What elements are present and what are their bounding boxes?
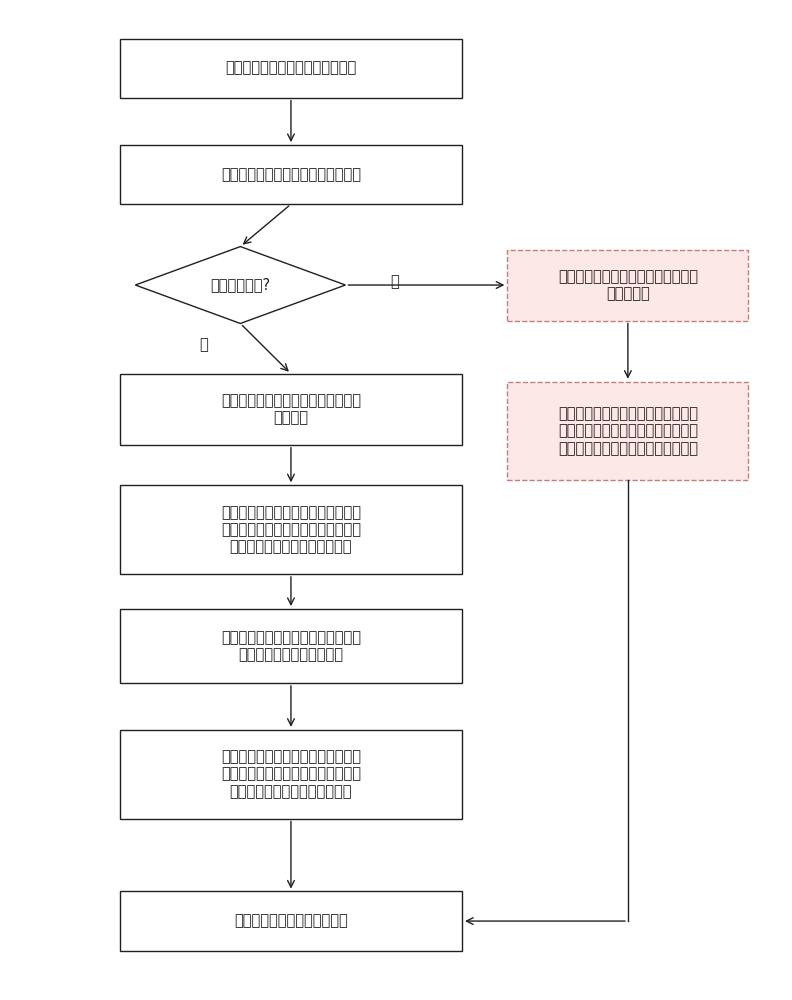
- Bar: [120, 485, 463, 574]
- Text: 对由多个笔画构成的组成部分继续拆
分，并将拆分得到的各组成笔画与字
体种类笔画数据库进行一次比对: 对由多个笔画构成的组成部分继续拆 分，并将拆分得到的各组成笔画与字 体种类笔画数…: [221, 505, 361, 554]
- Text: 终端输出文字图像的字体种类: 终端输出文字图像的字体种类: [234, 914, 348, 929]
- Bar: [120, 891, 463, 951]
- Bar: [120, 38, 463, 98]
- Bar: [120, 730, 463, 819]
- Text: 是: 是: [390, 275, 398, 290]
- Text: 文字识别成功?: 文字识别成功?: [211, 278, 270, 293]
- Text: 判断相似度最高的数据库笔画所属字
体种类是否全覆盖该文字所有组成笔
画；若是，视为该文字字体种类: 判断相似度最高的数据库笔画所属字 体种类是否全覆盖该文字所有组成笔 画；若是，视…: [221, 749, 361, 799]
- Text: 根据线条连通法，将文字拆分成多个
组成部分: 根据线条连通法，将文字拆分成多个 组成部分: [221, 393, 361, 425]
- Text: 判断相似度最高的数据库笔画所属字
体种类是否全覆盖识别文字所有组成
笔画；若是，视为识别文字字体种类: 判断相似度最高的数据库笔画所属字 体种类是否全覆盖识别文字所有组成 笔画；若是，…: [558, 406, 698, 456]
- Text: 系统或用户通过终端上传文字图像: 系统或用户通过终端上传文字图像: [226, 61, 356, 76]
- Bar: [120, 609, 463, 683]
- Text: 否: 否: [199, 337, 208, 352]
- Text: 通过现有文字识别软件识别图像文字: 通过现有文字识别软件识别图像文字: [221, 167, 361, 182]
- Text: 根据文字各组成笔画与字体种类笔画
数据库比对: 根据文字各组成笔画与字体种类笔画 数据库比对: [558, 269, 698, 301]
- Bar: [120, 374, 463, 445]
- Bar: [120, 145, 463, 204]
- Text: 把各组成部分所属组成笔画与字体种
类笔画数据库进行二次比对: 把各组成部分所属组成笔画与字体种 类笔画数据库进行二次比对: [221, 630, 361, 662]
- Polygon shape: [135, 247, 345, 323]
- Bar: [507, 382, 748, 480]
- Bar: [507, 250, 748, 321]
